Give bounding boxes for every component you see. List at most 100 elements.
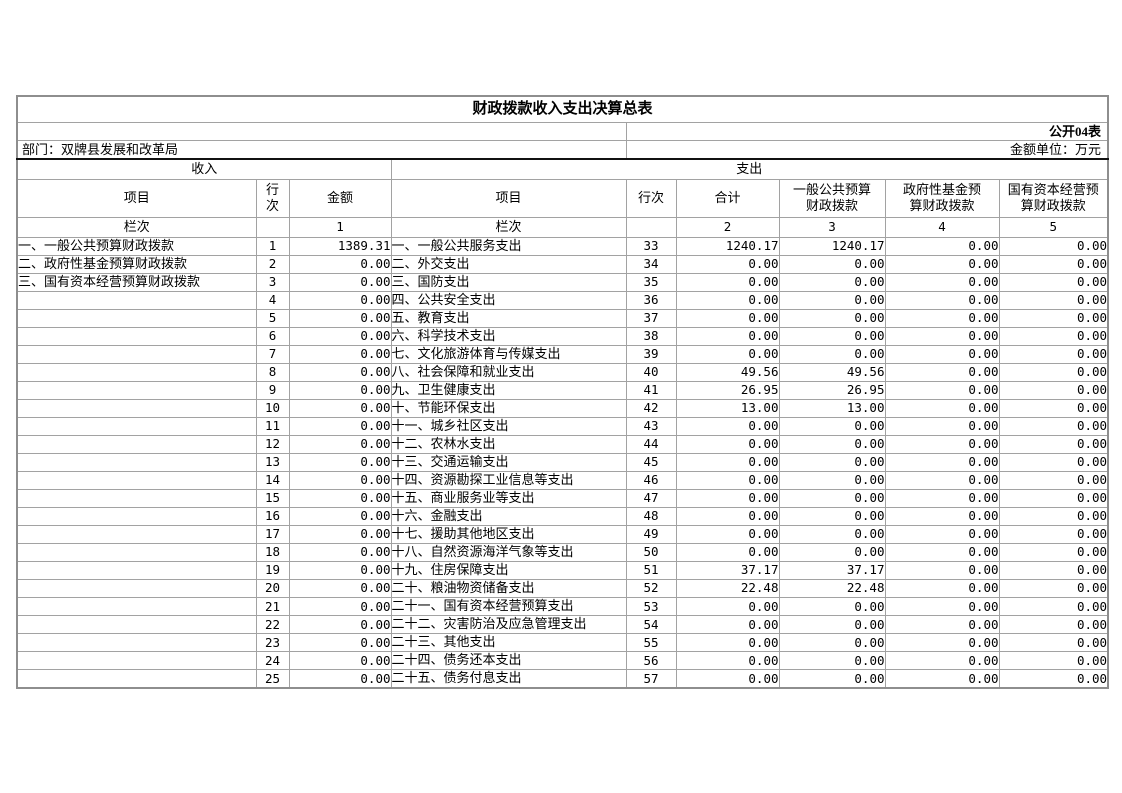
- expenditure-general-budget-cell: 0.00: [778, 434, 886, 454]
- income-row-no-cell: 24: [255, 650, 290, 670]
- expenditure-item-cell: 二十二、灾害防治及应急管理支出: [390, 614, 627, 634]
- income-item-cell: [16, 416, 257, 436]
- expenditure-state-capital-cell: 0.00: [998, 344, 1109, 364]
- expenditure-item-cell: 十八、自然资源海洋气象等支出: [390, 542, 627, 562]
- income-amount-cell: 0.00: [288, 380, 392, 400]
- page-title: 财政拨款收入支出决算总表: [16, 95, 1109, 124]
- expenditure-general-budget-cell: 22.48: [778, 578, 886, 598]
- income-item-cell: [16, 650, 257, 670]
- expenditure-gov-fund-cell: 0.00: [884, 650, 1000, 670]
- income-item-cell: [16, 506, 257, 526]
- table-row: 4 0.00 四、公共安全支出 36 0.00 0.00 0.00 0.00: [16, 290, 1109, 310]
- expenditure-state-capital-cell: 0.00: [998, 470, 1109, 490]
- income-item-cell: 一、一般公共预算财政拨款: [16, 236, 257, 256]
- expenditure-total-cell: 0.00: [675, 524, 780, 544]
- expenditure-item-cell: 七、文化旅游体育与传媒支出: [390, 344, 627, 364]
- expenditure-total-cell: 49.56: [675, 362, 780, 382]
- income-item-cell: [16, 326, 257, 346]
- expenditure-state-capital-cell: 0.00: [998, 542, 1109, 562]
- expenditure-state-capital-column-no: 5: [998, 216, 1109, 238]
- expenditure-total-cell: 0.00: [675, 596, 780, 616]
- income-amount-cell: 0.00: [288, 362, 392, 382]
- expenditure-item-cell: 二十五、债务付息支出: [390, 668, 627, 689]
- expenditure-total-cell: 13.00: [675, 398, 780, 418]
- income-amount-cell: 0.00: [288, 308, 392, 328]
- table-row: 22 0.00 二十二、灾害防治及应急管理支出 54 0.00 0.00 0.00 0.00: [16, 614, 1109, 634]
- expenditure-item-cell: 十、节能环保支出: [390, 398, 627, 418]
- income-amount-cell: 0.00: [288, 326, 392, 346]
- expenditure-gov-fund-cell: 0.00: [884, 326, 1000, 346]
- income-item-cell: [16, 362, 257, 382]
- table-row: 8 0.00 八、社会保障和就业支出 40 49.56 49.56 0.00 0.00: [16, 362, 1109, 382]
- expenditure-row-no-cell: 41: [625, 380, 677, 400]
- expenditure-state-capital-cell: 0.00: [998, 362, 1109, 382]
- expenditure-item-cell: 四、公共安全支出: [390, 290, 627, 310]
- expenditure-gov-fund-cell: 0.00: [884, 560, 1000, 580]
- expenditure-general-budget-cell: 0.00: [778, 416, 886, 436]
- expenditure-general-budget-cell: 0.00: [778, 308, 886, 328]
- income-row-no-cell: 21: [255, 596, 290, 616]
- expenditure-total-cell: 0.00: [675, 506, 780, 526]
- income-item-cell: [16, 290, 257, 310]
- expenditure-item-cell: 一、一般公共服务支出: [390, 236, 627, 256]
- income-amount-cell: 0.00: [288, 470, 392, 490]
- income-item-cell: [16, 470, 257, 490]
- expenditure-total-cell: 0.00: [675, 470, 780, 490]
- income-row-no-cell: 8: [255, 362, 290, 382]
- income-item-cell: [16, 398, 257, 418]
- expenditure-total-cell: 0.00: [675, 452, 780, 472]
- expenditure-total-cell: 0.00: [675, 254, 780, 274]
- expenditure-state-capital-cell: 0.00: [998, 380, 1109, 400]
- income-amount-cell: 0.00: [288, 254, 392, 274]
- department-label: 部门：双牌县发展和改革局: [16, 140, 627, 161]
- expenditure-item-cell: 二十四、债务还本支出: [390, 650, 627, 670]
- income-amount-cell: 0.00: [288, 290, 392, 310]
- expenditure-row-no-cell: 42: [625, 398, 677, 418]
- expenditure-row-no-cell: 38: [625, 326, 677, 346]
- expenditure-state-capital-cell: 0.00: [998, 326, 1109, 346]
- amount-unit-label: 金额单位：万元: [625, 140, 1109, 161]
- data-rows-body: 一、一般公共预算财政拨款 1 1389.31 一、一般公共服务支出 33 1240.17 1…: [16, 236, 1109, 689]
- expenditure-state-capital-cell: 0.00: [998, 596, 1109, 616]
- table-row: 7 0.00 七、文化旅游体育与传媒支出 39 0.00 0.00 0.00 0.00: [16, 344, 1109, 364]
- income-item-header: 项目: [16, 179, 257, 218]
- expenditure-state-capital-cell: 0.00: [998, 236, 1109, 256]
- expenditure-column-index-label: 栏次: [390, 216, 627, 238]
- expenditure-total-column-no: 2: [675, 216, 780, 238]
- expenditure-gov-fund-cell: 0.00: [884, 416, 1000, 436]
- expenditure-row-no-cell: 49: [625, 524, 677, 544]
- table-row: 18 0.00 十八、自然资源海洋气象等支出 50 0.00 0.00 0.00 0.00: [16, 542, 1109, 562]
- expenditure-gov-fund-cell: 0.00: [884, 524, 1000, 544]
- income-amount-cell: 0.00: [288, 434, 392, 454]
- expenditure-state-capital-cell: 0.00: [998, 560, 1109, 580]
- expenditure-row-no-cell: 55: [625, 632, 677, 652]
- expenditure-row-no-cell: 52: [625, 578, 677, 598]
- expenditure-gov-fund-cell: 0.00: [884, 362, 1000, 382]
- income-amount-column-no: 1: [288, 216, 392, 238]
- income-row-no-cell: 13: [255, 452, 290, 472]
- expenditure-total-cell: 0.00: [675, 308, 780, 328]
- income-row-no-cell: 2: [255, 254, 290, 274]
- income-row-no-cell: 22: [255, 614, 290, 634]
- expenditure-general-budget-cell: 26.95: [778, 380, 886, 400]
- expenditure-row-no-cell: 34: [625, 254, 677, 274]
- expenditure-gov-fund-cell: 0.00: [884, 290, 1000, 310]
- expenditure-general-budget-cell: 0.00: [778, 650, 886, 670]
- expenditure-gov-fund-cell: 0.00: [884, 614, 1000, 634]
- income-row-no-cell: 1: [255, 236, 290, 256]
- expenditure-general-column-no: 3: [778, 216, 886, 238]
- expenditure-general-budget-header: 一般公共预算 财政拨款: [778, 179, 886, 218]
- table-row: 19 0.00 十九、住房保障支出 51 37.17 37.17 0.00 0.00: [16, 560, 1109, 580]
- expenditure-total-cell: 0.00: [675, 326, 780, 346]
- table-row: 三、国有资本经营预算财政拨款 3 0.00 三、国防支出 35 0.00 0.00 0.00 0…: [16, 272, 1109, 292]
- income-item-cell: [16, 524, 257, 544]
- expenditure-general-budget-cell: 0.00: [778, 326, 886, 346]
- expenditure-gov-fund-cell: 0.00: [884, 272, 1000, 292]
- expenditure-general-budget-cell: 37.17: [778, 560, 886, 580]
- expenditure-total-cell: 0.00: [675, 542, 780, 562]
- income-row-no-cell: 6: [255, 326, 290, 346]
- income-amount-cell: 0.00: [288, 668, 392, 689]
- expenditure-row-no-cell: 40: [625, 362, 677, 382]
- expenditure-gov-fund-header: 政府性基金预 算财政拨款: [884, 179, 1000, 218]
- expenditure-total-header: 合计: [675, 179, 780, 218]
